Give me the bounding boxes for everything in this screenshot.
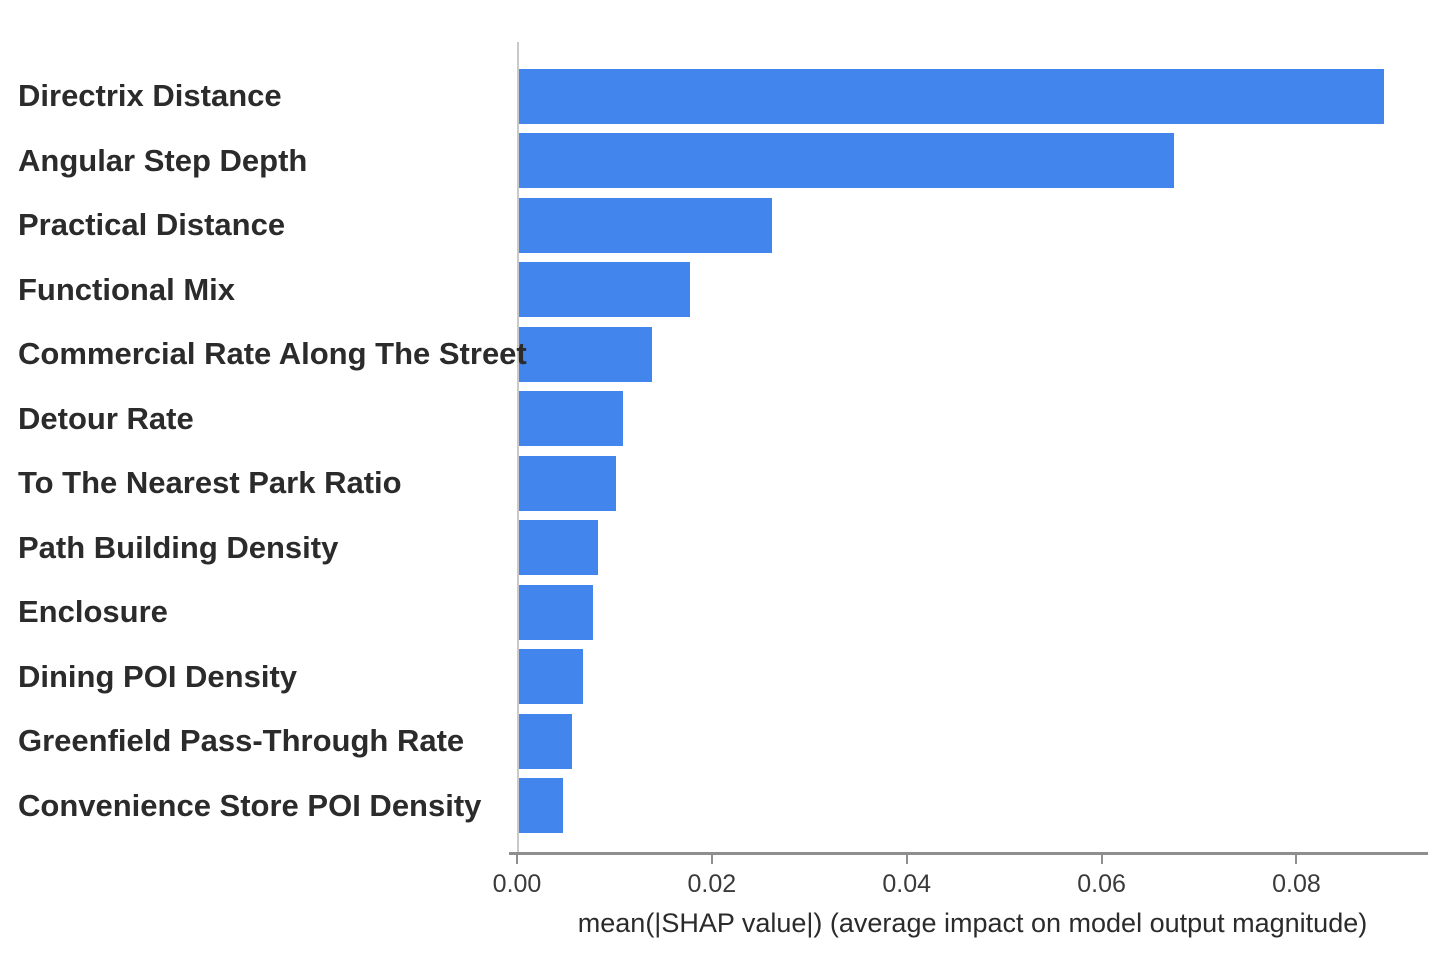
bar-greenfield-pass-through-rate [519,713,572,769]
category-label-to-the-nearest-park-ratio: To The Nearest Park Ratio [18,465,402,500]
x-tick-label-0.06: 0.06 [1077,870,1126,898]
x-axis-line [509,852,1428,855]
x-tick-mark-0.04 [905,855,908,864]
x-tick-label-0.00: 0.00 [492,870,542,898]
bar-practical-distance [519,197,772,253]
category-label-detour-rate: Detour Rate [18,400,194,436]
bar-dining-poi-density [519,649,583,704]
category-label-functional-mix: Functional Mix [18,271,235,307]
bar-angular-step-depth [519,133,1174,188]
category-label-practical-distance: Practical Distance [18,207,286,242]
bar-commercial-rate-along-the-street [519,326,652,382]
bar-enclosure [519,584,593,640]
y-axis-line [517,42,519,852]
category-label-enclosure: Enclosure [18,594,168,629]
category-label-dining-poi-density: Dining POI Density [18,658,298,694]
category-label-convenience-store-poi-density: Convenience Store POI Density [18,787,482,823]
bar-to-the-nearest-park-ratio [519,455,616,511]
bar-detour-rate [519,391,623,446]
bar-functional-mix [519,262,690,317]
x-tick-label-0.04: 0.04 [882,870,932,898]
category-label-greenfield-pass-through-rate: Greenfield Pass-Through Rate [18,723,465,758]
category-label-commercial-rate-along-the-street: Commercial Rate Along The Street [18,336,527,371]
category-label-path-building-density: Path Building Density [18,529,339,565]
category-label-directrix-distance: Directrix Distance [18,78,282,113]
x-tick-label-0.02: 0.02 [687,870,737,898]
bar-path-building-density [519,520,598,575]
x-axis-title: mean(|SHAP value|) (average impact on mo… [577,908,1368,938]
x-tick-mark-0.06 [1100,855,1103,864]
x-tick-label-0.08: 0.08 [1272,870,1321,898]
x-tick-mark-0.02 [710,855,713,864]
x-tick-mark-0.08 [1295,855,1298,864]
x-tick-mark-0.00 [516,855,518,864]
bar-convenience-store-poi-density [519,778,563,833]
category-label-angular-step-depth: Angular Step Depth [18,142,308,178]
bar-directrix-distance [519,68,1384,124]
